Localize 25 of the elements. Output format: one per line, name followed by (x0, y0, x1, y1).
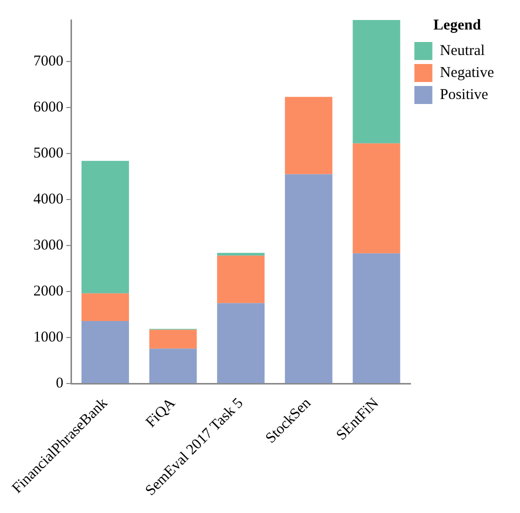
bar (352, 20, 400, 144)
bar (149, 348, 197, 384)
bar (217, 256, 265, 304)
bar (284, 96, 332, 174)
y-tick-label: 4000 (33, 191, 64, 208)
bar (352, 253, 400, 384)
y-tick-label: 1000 (33, 330, 64, 346)
y-tick-label: 6000 (33, 99, 64, 116)
legend-label: Neutral (440, 42, 485, 59)
y-tick-label: 5000 (33, 145, 64, 162)
bar (82, 293, 129, 322)
bar (82, 321, 129, 384)
legend-label: Positive (440, 86, 489, 103)
legend-label: Negative (440, 64, 494, 81)
y-tick-label: 3000 (33, 237, 64, 254)
bar (352, 143, 400, 254)
bar (284, 174, 332, 384)
bar (82, 160, 129, 294)
bar (217, 303, 265, 384)
y-tick-label: 0 (56, 376, 64, 392)
bar (149, 330, 197, 349)
legend-title: Legend (433, 17, 482, 34)
y-tick-label: 2000 (33, 284, 64, 300)
bar (217, 252, 265, 256)
y-tick-label: 7000 (33, 53, 64, 70)
